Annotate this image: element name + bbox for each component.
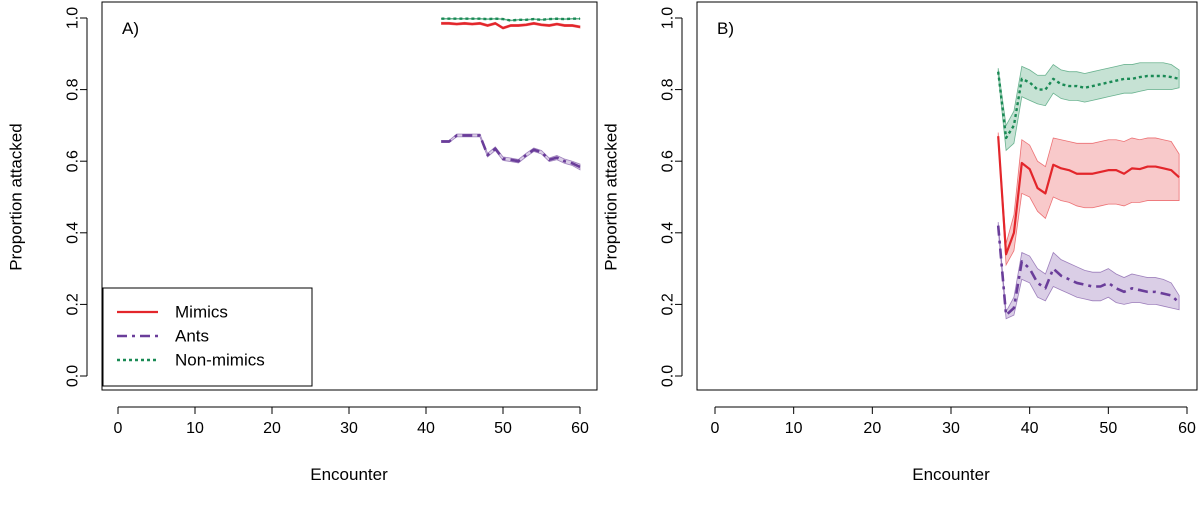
series-line-non-mimics: [997, 71, 1180, 140]
y-tick-label: 0.2: [65, 293, 82, 315]
x-axis-label: Encounter: [310, 465, 388, 484]
x-tick-label: 30: [942, 420, 960, 437]
plot-frame: [101, 1, 598, 391]
x-tick-label: 60: [571, 420, 589, 437]
y-tick-label: 0.0: [65, 365, 82, 387]
series-line-mimics: [441, 22, 581, 30]
y-tick-label: 0.4: [660, 222, 677, 244]
y-tick-label: 0.2: [660, 293, 677, 315]
y-axis-label: Proportion attacked: [7, 123, 26, 270]
x-tick-label: 20: [863, 420, 881, 437]
x-tick-label: 10: [186, 420, 204, 437]
y-tick-label: 0.8: [660, 78, 677, 100]
x-tick-label: 0: [711, 420, 720, 437]
legend-box: [102, 287, 313, 387]
x-tick-label: 20: [263, 420, 281, 437]
panel-label: A): [122, 19, 139, 38]
x-tick-label: 10: [785, 420, 803, 437]
legend-label-non-mimics: Non-mimics: [175, 351, 265, 370]
y-tick-label: 1.0: [660, 7, 677, 29]
ci-band-mimics: [997, 132, 1180, 267]
ci-band-ants: [440, 133, 581, 171]
y-tick-label: 0.8: [65, 78, 82, 100]
legend: Mimics Ants Non-mimics: [102, 287, 313, 387]
ci-band-ants: [997, 222, 1180, 320]
x-tick-label: 50: [494, 420, 512, 437]
x-tick-label: 40: [417, 420, 435, 437]
x-axis-label: Encounter: [912, 465, 990, 484]
series-line-non-mimics: [441, 17, 580, 22]
series-line-ants: [996, 225, 1181, 317]
series-line-ants: [441, 134, 581, 169]
y-tick-label: 0.0: [660, 365, 677, 387]
y-tick-label: 0.6: [660, 150, 677, 172]
x-tick-label: 40: [1021, 420, 1039, 437]
panel-label: B): [717, 19, 734, 38]
series-line-mimics: [997, 136, 1180, 256]
x-tick-label: 0: [114, 420, 123, 437]
chart-panel-b: 0 10 20 30 40 50 60 Encounter 0.0 0.2 0.4 0.6 0.8 1.0…: [602, 1, 1198, 484]
legend-label-ants: Ants: [175, 327, 209, 346]
y-axis-label: Proportion attacked: [602, 123, 621, 270]
y-tick-label: 1.0: [65, 7, 82, 29]
plot-frame: [696, 1, 1198, 391]
x-tick-label: 30: [340, 420, 358, 437]
y-tick-label: 0.6: [65, 150, 82, 172]
y-tick-label: 0.4: [65, 222, 82, 244]
legend-label-mimics: Mimics: [175, 303, 228, 322]
ci-band-non-mimics: [997, 62, 1180, 152]
x-tick-label: 60: [1178, 420, 1196, 437]
chart-panel-a: 0 10 20 30 40 50 60 Encounter 0.0 0.2 0.4 0.6 0.8 1.0…: [7, 1, 598, 484]
x-tick-label: 50: [1099, 420, 1117, 437]
